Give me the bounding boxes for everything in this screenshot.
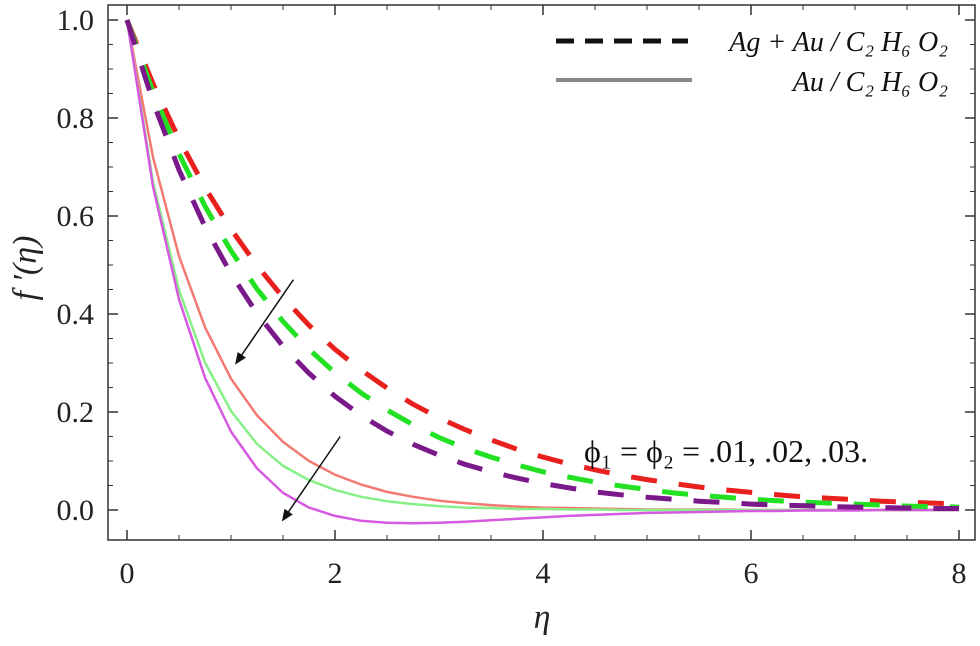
x-axis-title: η bbox=[534, 599, 551, 636]
trend-arrow bbox=[281, 436, 341, 522]
y-tick-label: 0.2 bbox=[57, 396, 95, 429]
phi-annotation: ϕ₁ = ϕ₂ = .01, .02, .03. bbox=[584, 433, 868, 469]
plot-frame bbox=[107, 4, 976, 541]
x-tick-label: 8 bbox=[952, 557, 967, 590]
x-tick-label: 4 bbox=[536, 557, 551, 590]
trend-arrow bbox=[235, 279, 295, 365]
x-tick-label: 0 bbox=[120, 557, 135, 590]
series-line-hybrid-phi-03 bbox=[124, 19, 959, 511]
x-tick-label: 6 bbox=[744, 557, 759, 590]
y-tick-label: 0.0 bbox=[57, 494, 95, 527]
legend: Ag + Au / C₂ H₆ O₂ Au / C₂ H₆ O₂ bbox=[556, 27, 948, 98]
y-axis-title: f ′(η) bbox=[7, 236, 44, 301]
annotation-arrows bbox=[235, 279, 341, 522]
legend-label-dashed: Ag + Au / C₂ H₆ O₂ bbox=[727, 27, 948, 58]
legend-label-solid: Au / C₂ H₆ O₂ bbox=[791, 67, 948, 98]
y-tick-label: 1.0 bbox=[57, 4, 95, 37]
series-line-mono-phi-03 bbox=[125, 19, 959, 525]
series-line-hybrid-phi-01 bbox=[124, 19, 960, 507]
series-line-hybrid-phi-02 bbox=[124, 19, 960, 510]
x-tick-label: 2 bbox=[328, 557, 343, 590]
y-tick-label: 0.8 bbox=[57, 102, 95, 135]
y-tick-label: 0.6 bbox=[57, 200, 95, 233]
axis-ticks: 0 2 4 6 8 0.0 0.2 0.4 0.6 0.8 1.0 bbox=[57, 4, 975, 590]
plot-border bbox=[107, 4, 976, 541]
series-layer bbox=[124, 19, 960, 525]
y-tick-label: 0.4 bbox=[57, 298, 95, 331]
